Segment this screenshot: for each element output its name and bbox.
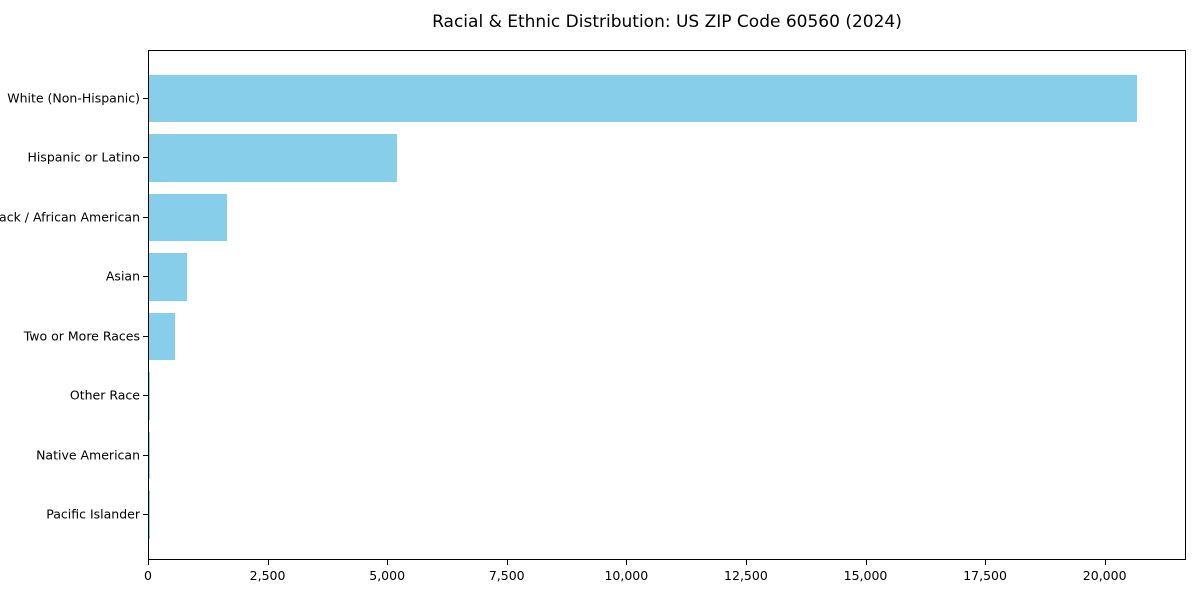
y-tick-label: Other Race bbox=[69, 387, 140, 403]
x-tick-label: 10,000 bbox=[604, 568, 649, 583]
x-tick-mark bbox=[865, 560, 867, 565]
y-tick-label: Hispanic or Latino bbox=[27, 149, 140, 165]
x-tick-label: 12,500 bbox=[724, 568, 768, 583]
x-tick-label: 15,000 bbox=[843, 568, 888, 583]
x-tick-mark bbox=[506, 560, 508, 565]
bar bbox=[149, 372, 151, 420]
x-tick-mark bbox=[387, 560, 389, 565]
x-tick-mark bbox=[985, 560, 987, 565]
x-tick-label: 0 bbox=[144, 568, 152, 583]
y-tick-mark bbox=[143, 276, 148, 277]
x-tick-mark bbox=[148, 560, 149, 565]
x-tick-mark bbox=[626, 560, 628, 565]
y-tick-label: Black / African American bbox=[0, 209, 140, 224]
x-tick-mark bbox=[267, 560, 269, 565]
x-tick-label: 17,500 bbox=[963, 568, 1007, 583]
y-tick-label: Asian bbox=[105, 268, 140, 284]
y-tick-mark bbox=[143, 216, 148, 218]
y-tick-mark bbox=[143, 395, 148, 396]
y-tick-label: Pacific Islander bbox=[46, 506, 140, 522]
x-tick-mark bbox=[1104, 560, 1106, 565]
y-tick-mark bbox=[143, 335, 148, 337]
y-tick-label: Native American bbox=[36, 447, 140, 462]
bar bbox=[149, 312, 176, 361]
y-tick-mark bbox=[143, 157, 148, 158]
x-tick-label: 5,000 bbox=[369, 568, 406, 583]
x-tick-label: 2,500 bbox=[249, 568, 286, 583]
y-tick-mark bbox=[143, 454, 148, 456]
bar bbox=[149, 134, 397, 182]
bar bbox=[149, 74, 1137, 123]
x-tick-label: 20,000 bbox=[1082, 568, 1127, 583]
y-tick-mark bbox=[143, 97, 148, 99]
y-tick-label: Two or More Races bbox=[23, 328, 140, 343]
y-tick-mark bbox=[143, 514, 148, 515]
bar bbox=[149, 193, 227, 242]
x-tick-label: 7,500 bbox=[488, 568, 525, 583]
plot-area bbox=[148, 50, 1186, 560]
bar bbox=[149, 253, 188, 301]
chart-title: Racial & Ethnic Distribution: US ZIP Cod… bbox=[432, 12, 902, 32]
y-tick-label: White (Non-Hispanic) bbox=[7, 90, 140, 105]
x-tick-mark bbox=[745, 560, 747, 565]
bar bbox=[149, 431, 150, 480]
